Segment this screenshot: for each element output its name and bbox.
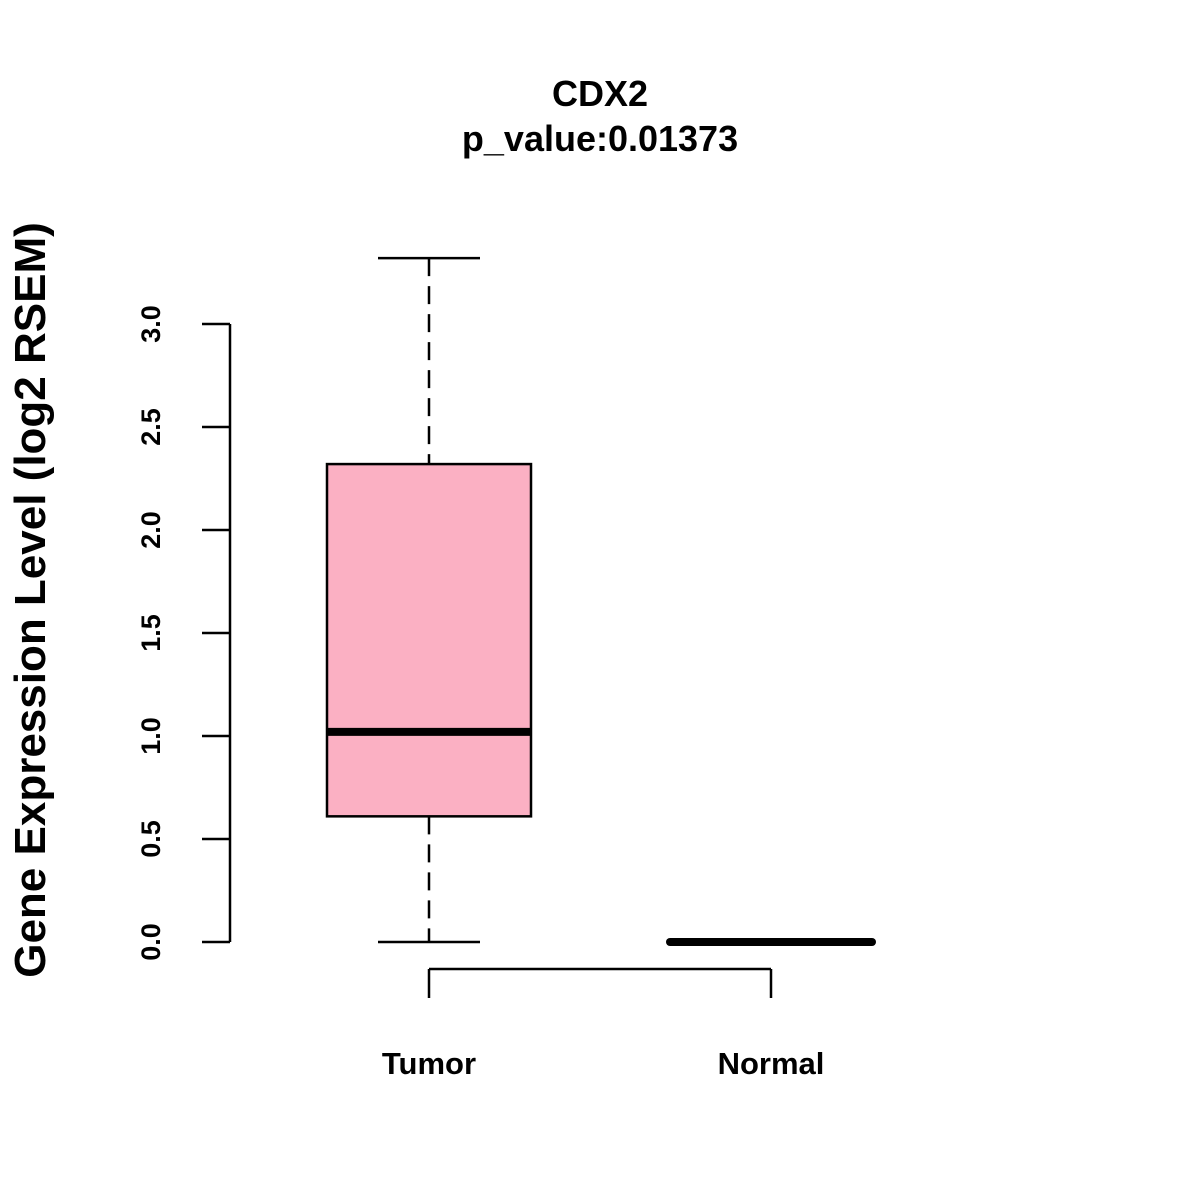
y-tick-label: 3.0 — [136, 305, 166, 343]
x-axis: Tumor Normal — [382, 967, 825, 1081]
x-tick-label-normal: Normal — [718, 1046, 825, 1081]
y-tick-label: 2.5 — [136, 408, 166, 446]
box-tumor — [325, 256, 533, 944]
y-tick-label: 0.0 — [136, 923, 166, 961]
chart-subtitle: p_value:0.01373 — [462, 118, 738, 159]
y-axis: 0.0 0.5 1.0 1.5 2.0 2.5 3.0 — [136, 305, 232, 961]
y-tick-label: 2.0 — [136, 511, 166, 549]
y-axis-label: Gene Expression Level (log2 RSEM) — [6, 222, 55, 978]
x-tick-label-tumor: Tumor — [382, 1046, 476, 1081]
boxes — [325, 256, 876, 946]
y-tick-label: 0.5 — [136, 820, 166, 858]
y-tick-label: 1.0 — [136, 717, 166, 755]
box-iqr — [325, 462, 533, 818]
chart-title: CDX2 — [552, 73, 648, 114]
y-tick-label: 1.5 — [136, 614, 166, 652]
